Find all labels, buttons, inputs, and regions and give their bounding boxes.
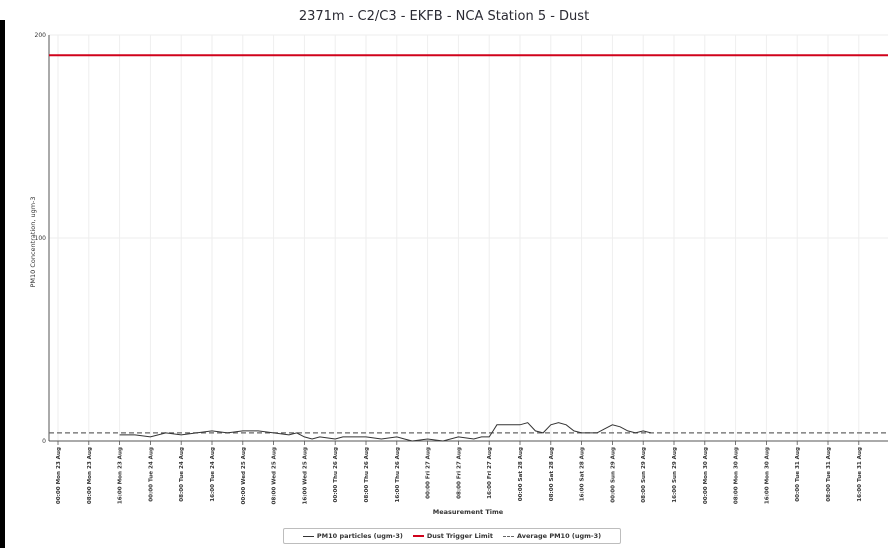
x-tick-label: 00:00 Tue 31 Aug (795, 447, 801, 502)
window-edge (0, 0, 5, 548)
x-tick-label: 08:00 Mon 30 Aug (734, 447, 740, 504)
legend-item-pm10: PM10 particles (ugm-3) (302, 532, 403, 540)
x-tick-label: 16:00 Wed 25 Aug (302, 447, 308, 505)
chart-title: 2371m - C2/C3 - EKFB - NCA Station 5 - D… (298, 9, 590, 24)
x-tick-label: 00:00 Mon 23 Aug (56, 447, 62, 504)
tick-labels: 00:00 Mon 23 Aug 08:00 Mon 23 Aug 16:00 Mo… (35, 32, 863, 505)
y-tick-label: 100 (35, 235, 47, 242)
chart-legend: PM10 particles (ugm-3) Dust Trigger Limi… (283, 528, 621, 544)
x-tick-label: 00:00 Tue 24 Aug (148, 447, 154, 502)
legend-swatch-pm10 (302, 535, 314, 537)
x-tick-label: 08:00 Sat 28 Aug (549, 447, 555, 501)
x-tick-label: 08:00 Tue 24 Aug (179, 447, 185, 502)
x-tick-label: 08:00 Tue 31 Aug (826, 447, 832, 502)
legend-label-average: Average PM10 (ugm-3) (516, 532, 602, 540)
window-header (0, 0, 888, 20)
y-tick-label: 0 (42, 438, 46, 445)
y-axis-label: PM10 Concentration, ugm-3 (29, 196, 37, 287)
x-tick-label: 00:00 Sun 29 Aug (610, 447, 616, 503)
x-tick-label: 16:00 Thu 26 Aug (395, 447, 401, 503)
legend-swatch-trigger (412, 535, 424, 537)
x-tick-label: 16:00 Sat 28 Aug (580, 447, 586, 501)
axes (48, 35, 888, 445)
x-tick-label: 08:00 Mon 23 Aug (87, 447, 93, 504)
x-tick-label: 16:00 Mon 23 Aug (118, 447, 124, 504)
x-tick-label: 00:00 Fri 27 Aug (426, 447, 432, 499)
legend-swatch-average (502, 535, 514, 537)
x-tick-label: 00:00 Mon 30 Aug (703, 447, 709, 504)
x-tick-label: 00:00 Thu 26 Aug (333, 447, 339, 503)
x-tick-label: 16:00 Tue 24 Aug (210, 447, 216, 502)
y-tick-label: 200 (35, 32, 47, 39)
x-tick-label: 08:00 Sun 29 Aug (641, 447, 647, 503)
x-axis-label: Measurement Time (433, 508, 504, 516)
x-tick-label: 16:00 Fri 27 Aug (487, 447, 493, 499)
x-tick-label: 00:00 Sat 28 Aug (518, 447, 524, 501)
x-tick-label: 16:00 Sun 29 Aug (672, 447, 678, 503)
legend-item-trigger: Dust Trigger Limit (412, 532, 493, 540)
x-tick-label: 16:00 Tue 31 Aug (857, 447, 863, 502)
legend-item-average: Average PM10 (ugm-3) (502, 532, 602, 540)
x-tick-label: 08:00 Wed 25 Aug (272, 447, 278, 505)
legend-label-pm10: PM10 particles (ugm-3) (316, 532, 403, 540)
x-tick-label: 08:00 Fri 27 Aug (456, 447, 462, 499)
grid-lines (49, 34, 888, 442)
x-tick-label: 00:00 Wed 25 Aug (241, 447, 247, 505)
series (49, 54, 888, 442)
pm10-series-line (119, 422, 652, 442)
legend-label-trigger: Dust Trigger Limit (426, 532, 493, 540)
x-tick-label: 16:00 Mon 30 Aug (764, 447, 770, 504)
x-tick-label: 08:00 Thu 26 Aug (364, 447, 370, 503)
